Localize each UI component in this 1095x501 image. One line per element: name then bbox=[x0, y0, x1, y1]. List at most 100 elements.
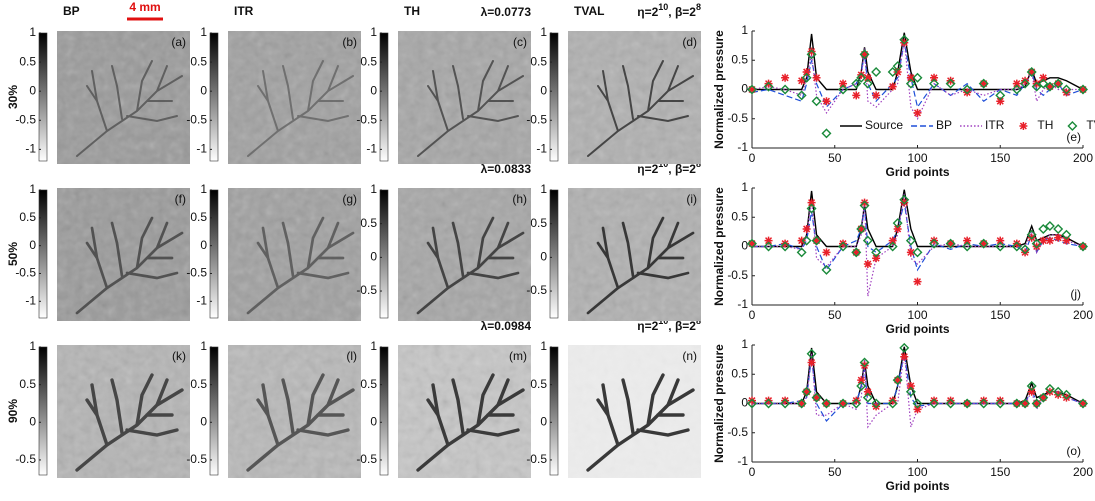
colorbar-tick-label: 0.5 bbox=[190, 54, 207, 68]
marker-diamond bbox=[1031, 238, 1042, 249]
marker-diamond bbox=[899, 34, 910, 45]
marker-asterisk bbox=[802, 387, 811, 396]
marker-diamond bbox=[851, 247, 862, 258]
marker-diamond bbox=[1061, 84, 1072, 95]
marker-asterisk bbox=[900, 352, 909, 361]
marker-diamond bbox=[811, 235, 822, 246]
marker-diamond bbox=[763, 81, 774, 92]
y-tick-label: 1 bbox=[741, 180, 748, 194]
panel-label: (n) bbox=[682, 349, 697, 363]
y-tick-label: -0.5 bbox=[727, 111, 748, 125]
marker-asterisk bbox=[1021, 248, 1030, 257]
marker-diamond bbox=[851, 398, 862, 409]
colorbar-tick-label: -0.5 bbox=[526, 283, 547, 297]
marker-asterisk bbox=[860, 361, 869, 370]
marker-asterisk bbox=[1062, 236, 1071, 245]
column-title: TVAL bbox=[574, 4, 604, 18]
marker-asterisk bbox=[1032, 399, 1041, 408]
marker-asterisk bbox=[1021, 399, 1030, 408]
marker-asterisk bbox=[1079, 85, 1087, 94]
marker-asterisk bbox=[893, 224, 902, 233]
marker-diamond bbox=[859, 357, 870, 368]
colorbar-tick-label: 0.5 bbox=[190, 377, 207, 391]
marker-asterisk bbox=[963, 399, 972, 408]
marker-diamond bbox=[945, 398, 956, 409]
colorbar bbox=[209, 189, 219, 319]
marker-asterisk bbox=[1012, 399, 1021, 408]
marker-diamond bbox=[862, 392, 873, 403]
marker-diamond bbox=[1031, 81, 1042, 92]
marker-diamond bbox=[747, 238, 757, 249]
colorbar-tick-label: 0 bbox=[200, 238, 207, 252]
marker-diamond bbox=[978, 398, 989, 409]
panel-label: (i) bbox=[686, 192, 697, 206]
marker-asterisk bbox=[888, 396, 897, 405]
marker-asterisk bbox=[930, 236, 939, 245]
marker-asterisk bbox=[913, 405, 922, 414]
marker-asterisk bbox=[797, 76, 806, 85]
marker-diamond bbox=[806, 203, 817, 214]
colorbar-tick-label: -0.5 bbox=[186, 452, 207, 466]
marker-asterisk bbox=[1062, 88, 1071, 97]
marker-diamond bbox=[796, 90, 807, 101]
marker-diamond bbox=[763, 398, 774, 409]
marker-diamond bbox=[838, 398, 849, 409]
marker-diamond bbox=[962, 241, 973, 252]
marker-asterisk bbox=[1027, 387, 1036, 396]
marker-diamond bbox=[747, 84, 757, 95]
marker-asterisk bbox=[996, 236, 1005, 245]
beta-exponent: 8 bbox=[696, 316, 701, 326]
marker-asterisk bbox=[807, 358, 816, 367]
marker-diamond bbox=[962, 398, 973, 409]
beta: , β=2 bbox=[668, 319, 696, 333]
x-tick-label: 50 bbox=[828, 151, 842, 165]
marker-diamond bbox=[871, 66, 882, 77]
eta: η=2 bbox=[637, 319, 658, 333]
y-tick-label: 0.5 bbox=[731, 366, 748, 380]
x-axis-label: Grid points bbox=[886, 322, 950, 336]
y-axis-label: Normalized pressure bbox=[712, 344, 726, 463]
marker-diamond bbox=[801, 386, 812, 397]
colorbar-tick-label: 1 bbox=[540, 182, 547, 196]
image-panel bbox=[228, 31, 361, 164]
marker-asterisk bbox=[946, 396, 955, 405]
colorbar-tick-label: 0.5 bbox=[360, 54, 377, 68]
marker-asterisk bbox=[812, 236, 821, 245]
x-tick-label: 50 bbox=[828, 465, 842, 479]
marker-asterisk bbox=[764, 79, 773, 88]
image-texture bbox=[57, 188, 190, 321]
x-tick-label: 0 bbox=[749, 151, 756, 165]
panel-label: (m) bbox=[509, 349, 527, 363]
legend-swatch bbox=[1019, 122, 1028, 130]
marker-diamond bbox=[929, 238, 940, 249]
legend-label: ITR bbox=[985, 118, 1005, 132]
marker-asterisk bbox=[748, 396, 756, 405]
marker-asterisk bbox=[802, 67, 811, 76]
y-tick-label: -1 bbox=[737, 297, 748, 311]
marker-asterisk bbox=[1054, 390, 1063, 399]
marker-diamond bbox=[945, 238, 956, 249]
colorbar-tick-label: -1 bbox=[196, 142, 207, 156]
colorbar bbox=[379, 189, 389, 319]
marker-asterisk bbox=[1027, 233, 1036, 242]
x-tick-label: 150 bbox=[990, 151, 1010, 165]
marker-asterisk bbox=[857, 376, 866, 385]
marker-asterisk bbox=[913, 277, 922, 286]
marker-diamond bbox=[811, 392, 822, 403]
colorbar-tick-label: 1 bbox=[370, 25, 377, 39]
marker-asterisk bbox=[822, 399, 831, 408]
marker-asterisk bbox=[979, 79, 988, 88]
marker-diamond bbox=[821, 264, 832, 275]
marker-diamond bbox=[912, 72, 923, 83]
x-tick-label: 150 bbox=[990, 465, 1010, 479]
marker-diamond bbox=[796, 247, 807, 258]
marker-diamond bbox=[801, 235, 812, 246]
lambda-label: λ=0.0833 bbox=[481, 162, 532, 176]
marker-diamond bbox=[1011, 84, 1022, 95]
x-axis-label: Grid points bbox=[886, 479, 950, 493]
colorbar-tick-label: -1 bbox=[25, 293, 36, 307]
eta: η=2 bbox=[637, 5, 658, 19]
colorbar-tick-label: 1 bbox=[540, 25, 547, 39]
colorbar bbox=[209, 32, 219, 162]
marker-asterisk bbox=[888, 82, 897, 91]
